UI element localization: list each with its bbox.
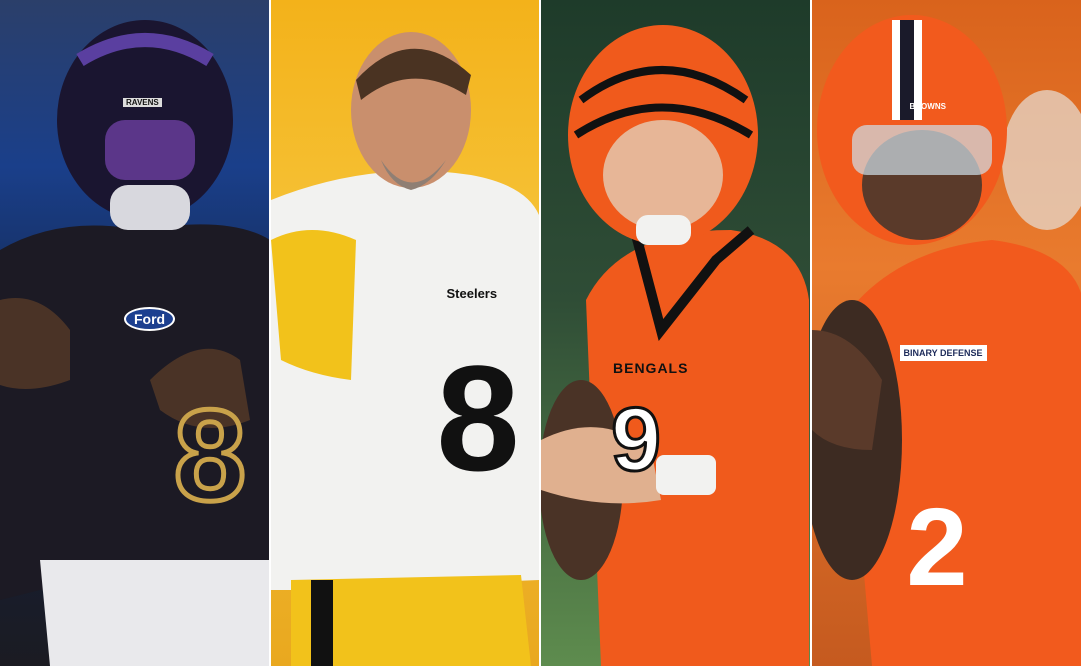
bengals-jersey-number: 9: [611, 390, 661, 490]
panel-browns-player: 2 BINARY DEFENSE BROWNS: [811, 0, 1081, 666]
steelers-jersey-number: 8: [436, 334, 519, 502]
browns-jersey-number: 2: [906, 486, 967, 609]
divider: [268, 0, 271, 666]
ravens-jersey-number: 8: [174, 382, 246, 528]
ravens-helmet-text: RAVENS: [123, 98, 162, 107]
browns-helmet-text: BROWNS: [909, 102, 946, 111]
steelers-jersey-text: Steelers: [446, 286, 498, 301]
steelers-player-illustration: 8: [270, 32, 539, 666]
divider: [539, 0, 541, 666]
browns-player-illustration: 2: [811, 15, 1081, 666]
bengals-jersey-text: BENGALS: [613, 360, 689, 376]
ravens-player-illustration: 8: [0, 20, 269, 666]
bengals-player-illustration: 9: [541, 25, 809, 666]
panel-bengals-player: 9 BENGALS: [541, 0, 810, 666]
ford-sponsor-patch: Ford: [124, 307, 176, 331]
panel-ravens-player: 8 Ford RAVENS: [0, 0, 269, 666]
panel-steelers-player: 8 Steelers: [270, 0, 540, 666]
binary-defense-sponsor-patch: BINARY DEFENSE: [899, 345, 987, 361]
divider: [809, 0, 812, 666]
